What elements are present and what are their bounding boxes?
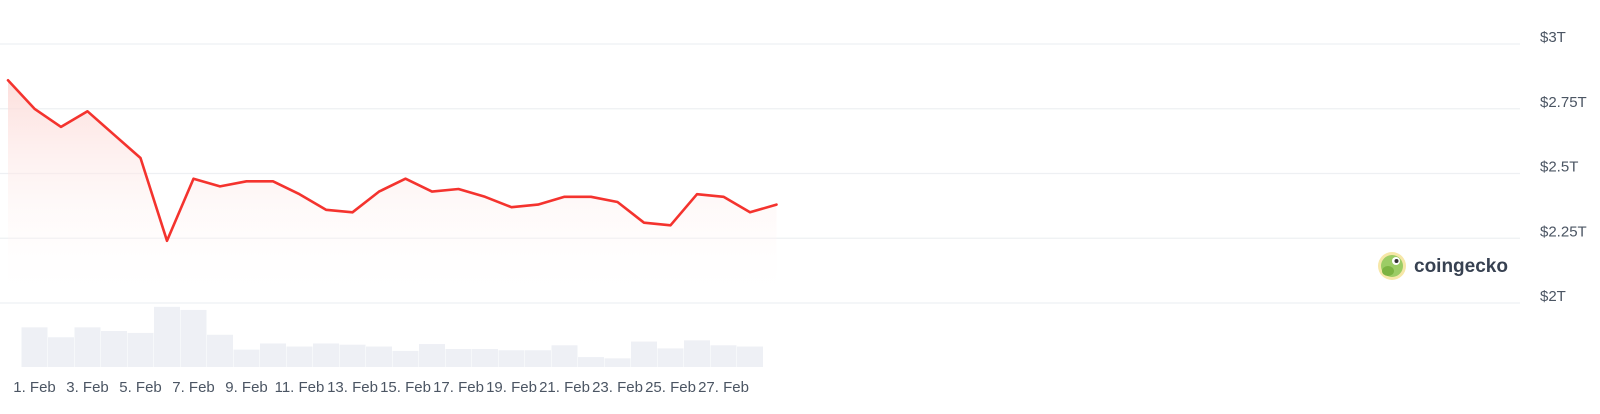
coingecko-watermark: coingecko xyxy=(1378,252,1508,280)
y-tick-label: $3T xyxy=(1540,29,1566,46)
volume-bar xyxy=(74,327,101,367)
volume-bar xyxy=(419,344,445,367)
watermark-text: coingecko xyxy=(1414,256,1508,277)
x-tick-label: 1. Feb xyxy=(13,379,56,396)
volume-bar xyxy=(339,344,366,367)
coingecko-logo-icon xyxy=(1378,252,1406,280)
volume-bar xyxy=(233,349,260,367)
x-tick-label: 25. Feb xyxy=(645,379,696,396)
volume-bar xyxy=(207,334,233,367)
volume-bars xyxy=(21,306,763,367)
volume-bar xyxy=(684,340,710,367)
x-tick-label: 9. Feb xyxy=(225,379,268,396)
volume-bar xyxy=(604,358,631,367)
volume-bar xyxy=(710,345,737,367)
volume-bar xyxy=(260,343,286,367)
y-tick-label: $2.5T xyxy=(1540,159,1578,176)
volume-bar xyxy=(286,346,313,367)
volume-bar xyxy=(737,346,763,367)
volume-bar xyxy=(472,349,498,367)
x-tick-label: 27. Feb xyxy=(698,379,749,396)
x-tick-label: 19. Feb xyxy=(486,379,537,396)
price-line xyxy=(6,79,778,243)
volume-bar xyxy=(657,348,684,367)
volume-bar xyxy=(631,341,657,367)
y-axis-labels: $3T $2.75T $2.5T $2.25T $2T xyxy=(1540,29,1587,305)
volume-bar xyxy=(525,350,551,367)
y-tick-label: $2T xyxy=(1540,288,1566,305)
volume-bar xyxy=(154,306,180,367)
volume-bar xyxy=(21,327,48,367)
volume-bar xyxy=(498,350,525,367)
x-tick-label: 17. Feb xyxy=(433,379,484,396)
x-tick-label: 21. Feb xyxy=(539,379,590,396)
x-tick-label: 7. Feb xyxy=(172,379,215,396)
y-tick-label: $2.75T xyxy=(1540,94,1587,111)
price-area-fill xyxy=(8,80,777,303)
x-tick-label: 5. Feb xyxy=(119,379,162,396)
x-tick-label: 3. Feb xyxy=(66,379,109,396)
x-tick-label: 15. Feb xyxy=(380,379,431,396)
x-axis-labels: 1. Feb 3. Feb 5. Feb 7. Feb 9. Feb 11. Feb 13.… xyxy=(13,379,749,396)
x-tick-label: 13. Feb xyxy=(327,379,378,396)
y-tick-label: $2.25T xyxy=(1540,223,1587,240)
x-tick-label: 11. Feb xyxy=(275,379,325,396)
volume-bar xyxy=(366,346,392,367)
volume-bar xyxy=(578,357,604,367)
volume-bar xyxy=(313,343,339,367)
volume-bar xyxy=(445,349,472,367)
volume-bar xyxy=(551,345,578,367)
volume-bar xyxy=(48,337,74,367)
volume-bar xyxy=(101,331,127,367)
volume-bar xyxy=(180,309,207,367)
volume-bar xyxy=(127,332,154,367)
volume-bar xyxy=(392,350,419,367)
x-tick-label: 23. Feb xyxy=(592,379,643,396)
